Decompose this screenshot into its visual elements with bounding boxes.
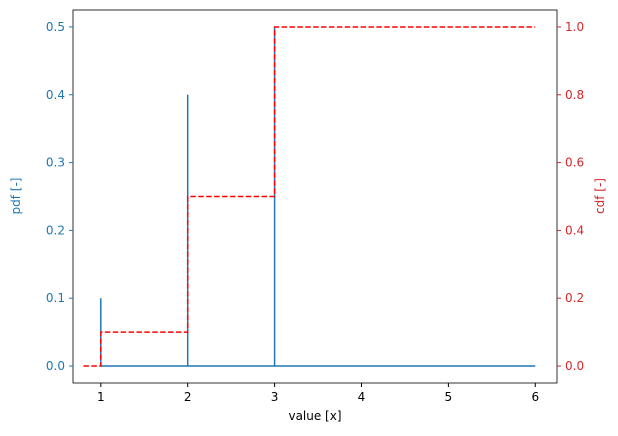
x-tick-label: 1 [97,390,105,404]
x-tick-label: 2 [184,390,192,404]
axes-frame [72,9,558,384]
y2-tick-label: 1.0 [565,20,584,34]
y2-tick-label: 0.6 [565,156,584,170]
x-tick-label: 5 [445,390,453,404]
y2-tick-label: 0.2 [565,291,584,305]
y-axis-label: pdf [-] [9,178,23,215]
x-tick-label: 6 [531,390,539,404]
series-line [83,26,536,367]
y-tick-label: 0.3 [46,156,65,170]
x-axis-label: value [x] [288,409,341,423]
y-tick-label: 0.0 [46,359,65,373]
y-tick-label: 0.2 [46,223,65,237]
x-tick-label: 3 [271,390,279,404]
series-line [100,26,536,367]
y2-tick-label: 0.4 [565,223,584,237]
y-tick-label: 0.1 [46,291,65,305]
y2-axis-label: cdf [-] [593,178,607,214]
y2-tick-label: 0.8 [565,88,584,102]
y-tick-label: 0.4 [46,88,65,102]
y-tick-label: 0.5 [46,20,65,34]
x-tick-label: 4 [358,390,366,404]
y2-tick-label: 0.0 [565,359,584,373]
